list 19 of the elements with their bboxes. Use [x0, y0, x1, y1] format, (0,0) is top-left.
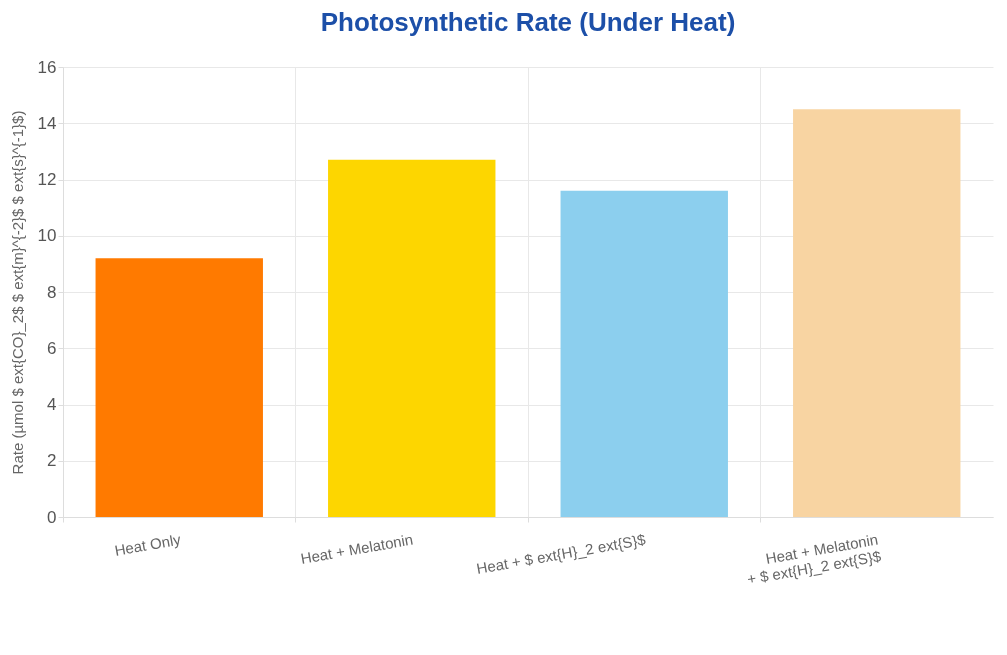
bar: [793, 109, 961, 517]
x-tick-label: Heat + $ ext{H}_2 ext{S}$: [475, 530, 648, 578]
y-tick-label: 10: [37, 226, 57, 246]
bar: [560, 190, 728, 517]
y-tick-label: 4: [47, 395, 57, 414]
y-tick-label: 16: [37, 57, 57, 77]
bar: [95, 258, 263, 517]
x-tick-label: Heat + Melatonin + $ ext{H}_2 ext{S}$: [745, 530, 883, 588]
x-tick-label: Heat + Melatonin: [299, 530, 415, 568]
bar: [328, 159, 496, 517]
y-axis-title: Rate (µmol $ ext{CO}_2$ $ ext{m}^{-2}$ $ ext{s}^{-1}$): [8, 110, 26, 475]
y-tick-label: 12: [37, 170, 57, 189]
y-tick-label: 0: [47, 507, 57, 527]
y-tick-label: 2: [47, 451, 57, 471]
chart-title: Photosynthetic Rate (Under Heat): [320, 7, 736, 37]
y-tick-label: 6: [47, 338, 57, 358]
y-tick-label: 14: [37, 113, 57, 133]
x-tick-label: Heat Only: [113, 530, 183, 559]
y-tick-label: 8: [47, 282, 57, 302]
